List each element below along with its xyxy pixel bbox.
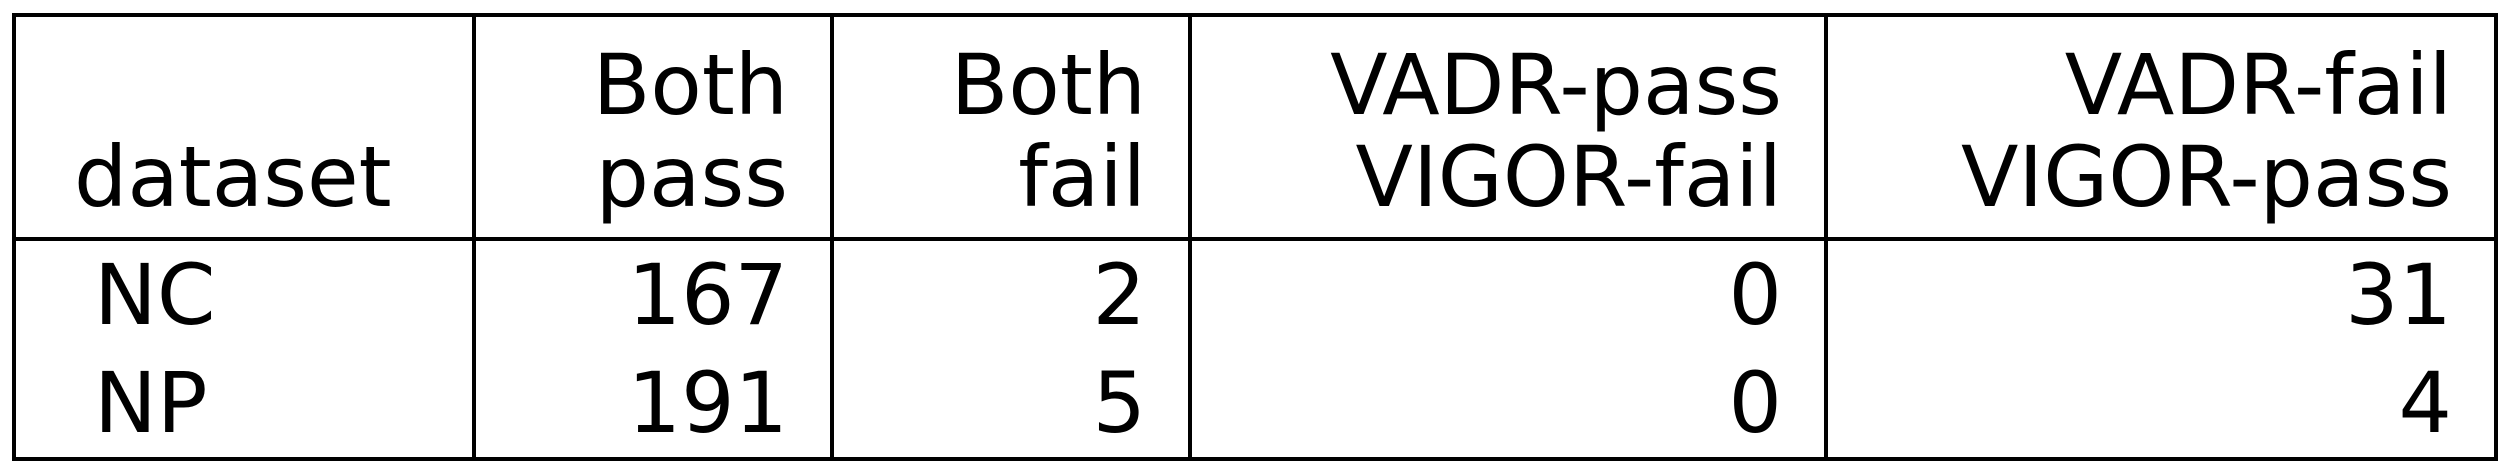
header-both-fail-line-2: fail — [1018, 128, 1146, 226]
header-vadr-pass-vigor-fail: VADR-pass VIGOR-fail — [1188, 13, 1828, 241]
header-vigor-fail-line: VIGOR-fail — [1355, 128, 1782, 226]
header-row: dataset Both pass Both fail VADR-pass VI… — [12, 13, 2498, 241]
header-both-pass-line-2: pass — [595, 128, 788, 226]
header-vadr-pass-line: VADR-pass — [1330, 36, 1782, 134]
results-table: dataset Both pass Both fail VADR-pass VI… — [12, 13, 2498, 461]
header-vadr-fail-line: VADR-fail — [2064, 36, 2452, 134]
cell-both-fail: 5 — [830, 349, 1192, 461]
cell-both-pass: 167 — [472, 239, 834, 349]
header-vigor-pass-line: VIGOR-pass — [1960, 128, 2452, 226]
header-both-fail: Both fail — [830, 13, 1192, 241]
header-both-pass-line-1: Both — [592, 36, 788, 134]
table-header: dataset Both pass Both fail VADR-pass VI… — [12, 13, 2498, 241]
cell-vadr-pass-vigor-fail: 0 — [1188, 239, 1828, 349]
cell-vadr-fail-vigor-pass: 31 — [1824, 239, 2498, 349]
table-row: NC 167 2 0 31 — [12, 239, 2498, 349]
header-vadr-fail-vigor-pass: VADR-fail VIGOR-pass — [1824, 13, 2498, 241]
header-dataset-line-1: dataset — [74, 128, 392, 226]
header-both-pass: Both pass — [472, 13, 834, 241]
table-body: NC 167 2 0 31 NP 191 5 0 4 — [12, 239, 2498, 461]
cell-vadr-pass-vigor-fail: 0 — [1188, 349, 1828, 461]
header-both-fail-line-1: Both — [950, 36, 1146, 134]
results-table-container: dataset Both pass Both fail VADR-pass VI… — [12, 13, 2498, 461]
cell-vadr-fail-vigor-pass: 4 — [1824, 349, 2498, 461]
cell-both-pass: 191 — [472, 349, 834, 461]
cell-dataset: NP — [12, 349, 476, 461]
header-dataset: dataset — [12, 13, 476, 241]
cell-both-fail: 2 — [830, 239, 1192, 349]
cell-dataset: NC — [12, 239, 476, 349]
table-row: NP 191 5 0 4 — [12, 349, 2498, 461]
